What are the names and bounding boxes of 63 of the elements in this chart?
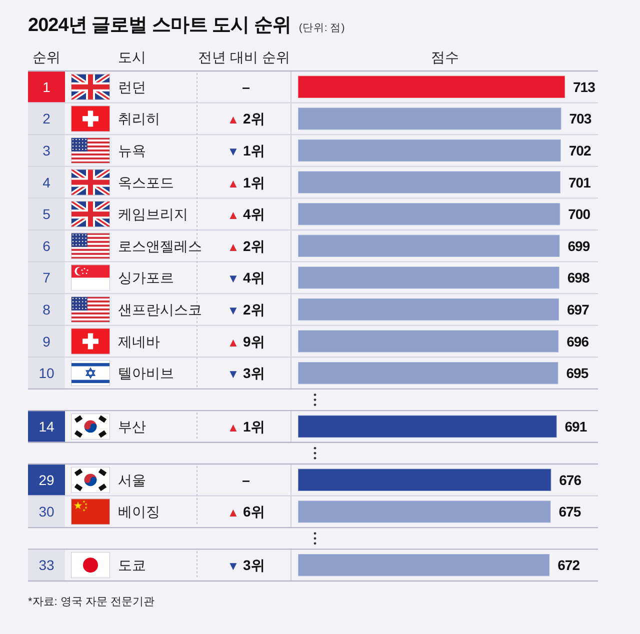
- text: 4: [42, 174, 51, 190]
- data-label: 675: [558, 504, 582, 520]
- data-label: 713: [573, 78, 596, 95]
- text: 9: [42, 333, 51, 350]
- text: ▼ 3위: [227, 557, 265, 574]
- data-label: 698: [567, 270, 590, 286]
- data-label: 703: [569, 110, 592, 127]
- text: ▼ 3위: [227, 365, 265, 382]
- text: ▲ 2위: [227, 238, 265, 254]
- data-label: 697: [567, 301, 590, 318]
- data-label: 701: [568, 174, 592, 190]
- text: 30: [38, 504, 54, 520]
- text: ▲ 2위: [227, 110, 265, 127]
- y-tick-label: 제네바: [118, 333, 160, 350]
- text: 10: [38, 365, 54, 382]
- text: ▲ 1위: [227, 418, 265, 434]
- text: ▲ 9위: [227, 333, 265, 350]
- y-tick-label: 샌프란시스코: [118, 301, 202, 318]
- y-axis-title: 도시: [118, 49, 146, 65]
- y-tick-label: 텔아비브: [118, 365, 174, 382]
- text: ▲ 4위: [227, 206, 265, 222]
- text: 6: [42, 238, 51, 254]
- text: 33: [38, 557, 54, 574]
- data-label: 700: [568, 206, 591, 222]
- data-label: 695: [566, 365, 589, 382]
- text: 순위: [32, 49, 60, 65]
- text: 1: [42, 78, 51, 95]
- text: 2: [42, 110, 51, 127]
- data-label: 676: [559, 472, 582, 488]
- text: *자료: 영국 자문 전문기관: [28, 596, 155, 608]
- y-tick-label: 케임브리지: [118, 206, 188, 222]
- data-label: 699: [568, 238, 590, 254]
- y-tick-label: 런던: [118, 78, 146, 95]
- text: ▲ 6위: [227, 504, 265, 520]
- text: –: [242, 78, 250, 95]
- y-tick-label: 옥스포드: [118, 174, 174, 190]
- text: 29: [38, 472, 54, 488]
- text: ▼ 2위: [227, 301, 265, 318]
- text: ▼ 1위: [227, 142, 265, 158]
- data-label: 702: [568, 142, 592, 158]
- y-tick-label: 도쿄: [118, 557, 146, 574]
- y-tick-label: 베이징: [118, 504, 160, 520]
- y-tick-label: 로스앤젤레스: [118, 238, 202, 254]
- text: 전년 대비 순위: [198, 49, 290, 65]
- x-axis-title: 점수: [431, 49, 459, 65]
- y-tick-label: 싱가포르: [118, 270, 174, 286]
- y-tick-label: 뉴욕: [118, 142, 146, 158]
- text: 7: [42, 270, 51, 286]
- text: 8: [42, 301, 51, 318]
- data-label: 696: [566, 333, 590, 350]
- text: 3: [42, 142, 51, 158]
- chart-title: 2024년 글로벌 스마트 도시 순위: [28, 15, 291, 36]
- text: 14: [38, 418, 54, 434]
- data-label: 691: [564, 418, 588, 434]
- y-tick-label: 부산: [118, 418, 146, 434]
- text: –: [242, 472, 250, 488]
- text: ▲ 1위: [227, 174, 265, 190]
- text: ▼ 4위: [227, 270, 265, 286]
- y-tick-label: 서울: [118, 472, 146, 488]
- y-tick-label: 취리히: [118, 110, 160, 127]
- text: 5: [42, 206, 51, 222]
- data-label: 672: [558, 557, 580, 574]
- chart-subtitle: (단위: 점): [298, 22, 345, 34]
